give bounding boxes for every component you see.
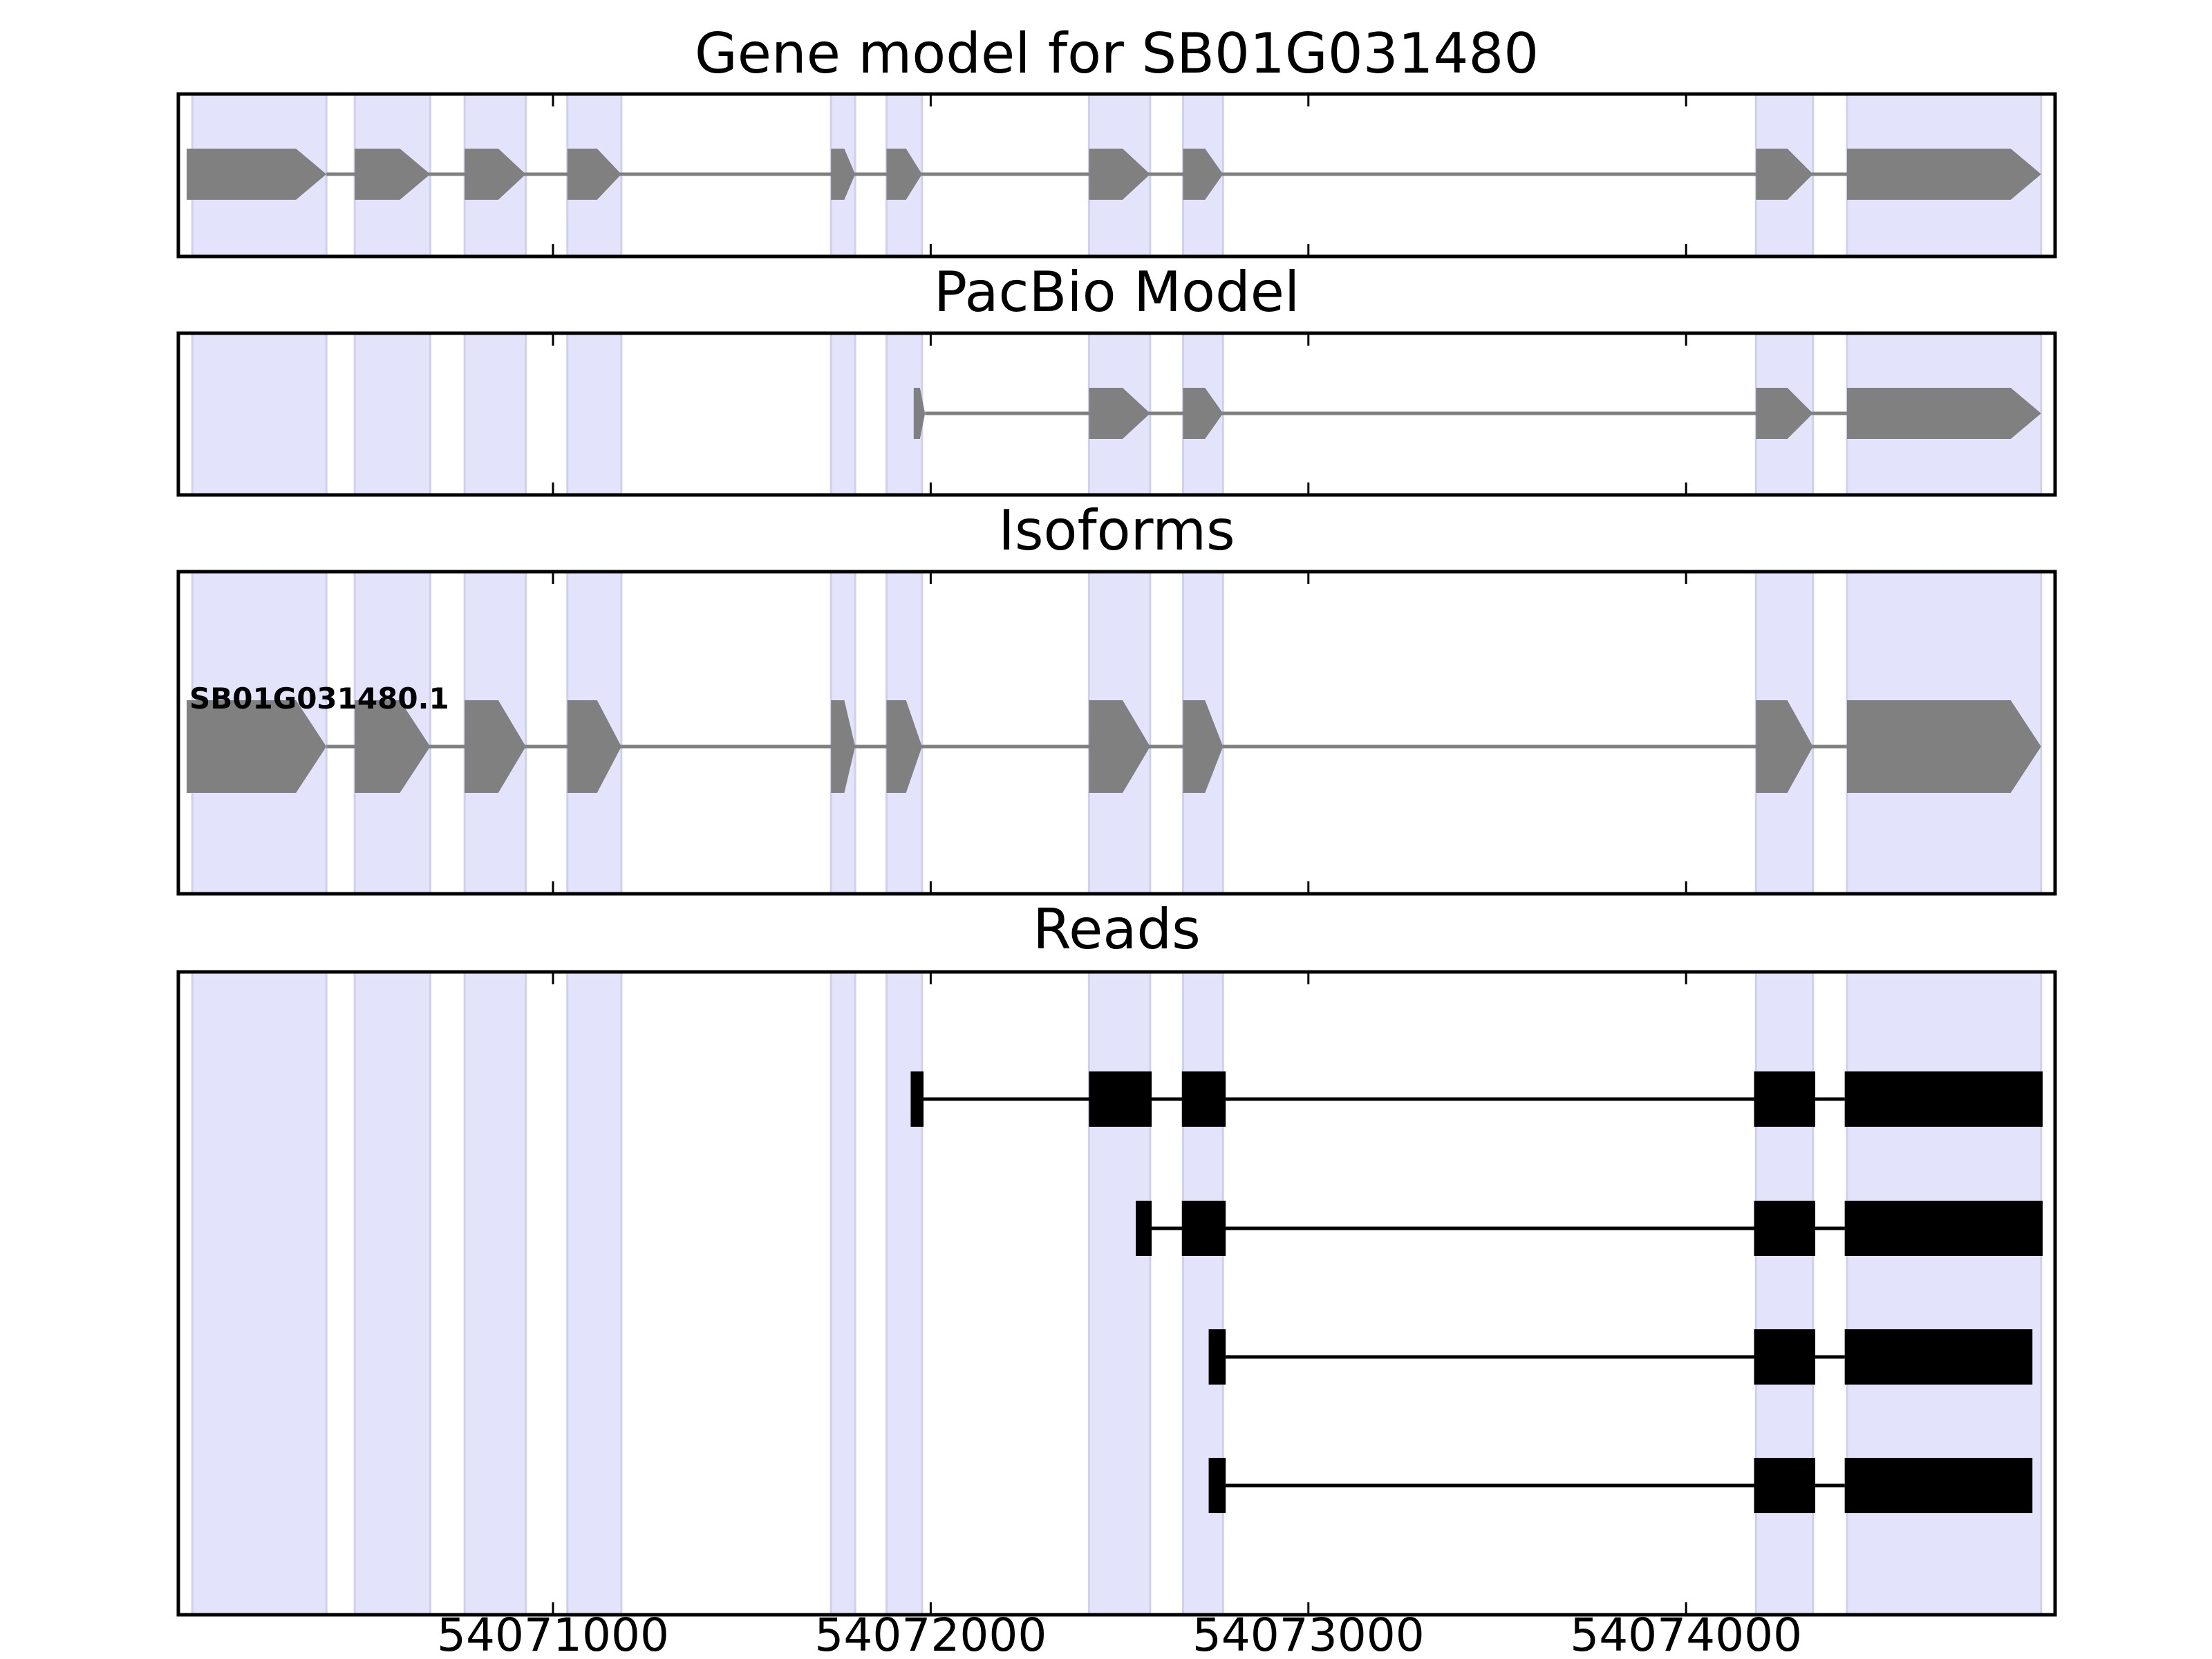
exon-shade [566, 971, 623, 1616]
exon-shade [353, 971, 431, 1616]
panel-model: Gene model for SB01G031480 [176, 21, 2057, 259]
panel-reads: Reads [176, 897, 2057, 1617]
x-tick-label: 54071000 [437, 1609, 669, 1659]
panel-title: Reads [1033, 897, 1201, 962]
read-block [1208, 1329, 1226, 1385]
isoform-label: SB01G031480.1 [189, 682, 449, 715]
exon-shade [1846, 971, 2043, 1616]
panel-model: PacBio Model [176, 260, 2057, 497]
read-block [1754, 1329, 1816, 1385]
exon-arrow [355, 700, 431, 793]
read-block [1844, 1071, 2043, 1127]
exon-arrow [831, 700, 856, 793]
read-block [1181, 1201, 1226, 1256]
exon-arrow [465, 700, 526, 793]
exon-shade [463, 971, 527, 1616]
exon-arrow [1183, 388, 1224, 439]
exon-arrow [1846, 700, 2041, 793]
x-tick-label: 54073000 [1192, 1609, 1425, 1659]
axes-frame [176, 92, 2057, 259]
axes-frame [176, 970, 2057, 1617]
exon-shade [1181, 971, 1224, 1616]
exon-shade [885, 971, 924, 1616]
panel-title: Isoforms [998, 498, 1235, 563]
exon-arrow [1846, 149, 2041, 200]
exon-shade [830, 971, 856, 1616]
read-block [1208, 1458, 1226, 1513]
exon-arrow [913, 388, 926, 439]
exon-arrow [1089, 700, 1150, 793]
exon-arrow [1089, 388, 1150, 439]
read-block [1844, 1201, 2043, 1256]
read-block [1754, 1071, 1816, 1127]
axes-frame [176, 570, 2057, 896]
exon-shade [1754, 971, 1815, 1616]
x-tick-label: 54072000 [814, 1609, 1047, 1659]
x-tick-label: 54074000 [1570, 1609, 1802, 1659]
read-block [1844, 1329, 2033, 1385]
exon-shade [191, 971, 328, 1616]
exon-shade [830, 332, 856, 496]
exon-shade [463, 332, 527, 496]
read-block [1754, 1458, 1816, 1513]
exon-arrow [1756, 700, 1813, 793]
read-block [910, 1071, 924, 1127]
exon-arrow [1183, 700, 1224, 793]
panel-title: PacBio Model [934, 260, 1300, 324]
exon-arrow [1183, 149, 1224, 200]
exon-arrow [831, 149, 856, 200]
exon-arrow [1756, 388, 1813, 439]
exon-arrow [567, 700, 621, 793]
exon-arrow [1756, 149, 1813, 200]
exon-arrow [567, 149, 621, 200]
exon-arrow [1089, 149, 1150, 200]
exon-arrow [355, 149, 431, 200]
panel-isoform: Isoforms SB01G031480.1 [176, 498, 2057, 896]
read-block [1136, 1201, 1152, 1256]
read-block [1181, 1071, 1226, 1127]
read-block [1754, 1201, 1816, 1256]
exon-arrow [886, 149, 922, 200]
read-block [1844, 1458, 2033, 1513]
exon-arrow [1846, 388, 2041, 439]
panel-title: Gene model for SB01G031480 [695, 21, 1539, 86]
axes-frame [176, 331, 2057, 497]
exon-arrow [187, 149, 327, 200]
exon-arrow [465, 149, 526, 200]
exon-shade [191, 332, 328, 496]
exon-arrow [886, 700, 922, 793]
exon-shade [353, 332, 431, 496]
exon-shade [566, 332, 623, 496]
exon-arrow [187, 700, 327, 793]
exon-shade [1087, 971, 1152, 1616]
read-block [1089, 1071, 1152, 1127]
